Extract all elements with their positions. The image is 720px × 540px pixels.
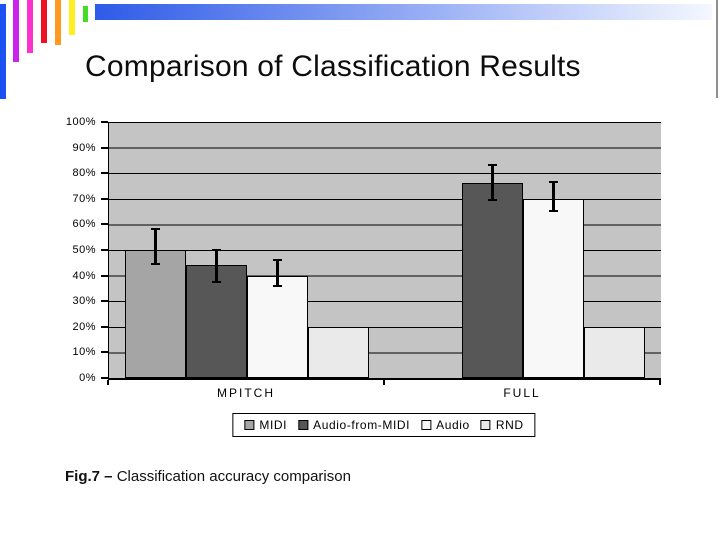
slide-title: Comparison of Classification Results: [85, 50, 581, 83]
bar-audio-full: [523, 198, 584, 378]
y-axis-tick-label: 90%: [72, 141, 96, 154]
y-axis-tick-label: 10%: [72, 346, 96, 359]
y-axis-tick-label: 20%: [72, 320, 96, 333]
y-axis-tick: [101, 172, 108, 175]
x-axis-tick: [107, 380, 109, 385]
legend-label: Audio: [436, 418, 470, 432]
legend-swatch: [421, 420, 432, 430]
decoration-right-rule: [716, 0, 718, 98]
legend-label: MIDI: [259, 418, 288, 432]
x-axis-category-label: MPITCH: [217, 386, 275, 400]
decoration-bar-purple: [13, 0, 19, 62]
y-axis-tick-label: 70%: [72, 192, 96, 205]
legend-swatch: [480, 420, 491, 430]
y-axis-tick: [101, 197, 108, 200]
y-axis-tick-label: 50%: [72, 244, 96, 256]
decoration-header-gradient-bar: [95, 4, 712, 20]
y-axis-tick-label: 30%: [72, 295, 96, 308]
bar-rnd-mpitch: [308, 326, 369, 378]
x-axis-category-label: FULL: [503, 386, 541, 400]
decoration-bar-yellow: [69, 0, 75, 35]
classification-results-chart: MIDI Audio-from-MIDI Audio RND 0% 10% 20% 30% 4…: [65, 116, 661, 437]
bar-midi-mpitch: [125, 250, 186, 378]
y-axis-tick: [101, 300, 108, 303]
decoration-bar-blue: [0, 4, 6, 99]
y-axis-tick-label: 80%: [72, 167, 96, 180]
y-axis-tick: [101, 223, 108, 226]
error-bar-audio-full: [549, 180, 558, 212]
error-bar-audio-mpitch: [273, 258, 282, 288]
legend-label: Audio-from-MIDI: [313, 418, 411, 432]
bar-rnd-full: [584, 326, 645, 378]
y-axis-tick-label: 60%: [72, 218, 96, 231]
figure-caption-text: Classification accuracy comparison: [116, 468, 351, 485]
error-bar-audio-from-midi-full: [488, 164, 497, 202]
decoration-bar-pink: [27, 0, 33, 53]
legend-item-rnd: RND: [480, 418, 524, 432]
legend-swatch: [298, 420, 309, 430]
slide-decoration: [0, 0, 720, 110]
decoration-bar-orange: [55, 0, 61, 45]
legend-label: RND: [495, 418, 524, 432]
decoration-bar-red: [41, 0, 47, 43]
y-axis-tick-label: 0%: [79, 372, 96, 384]
decoration-bar-green: [83, 6, 88, 22]
figure-caption: Fig.7 – Classification accuracy comparis…: [65, 468, 351, 485]
legend-swatch: [244, 420, 255, 430]
y-axis-tick: [101, 121, 108, 123]
y-axis-tick: [101, 325, 108, 328]
chart-plot-area: [108, 122, 661, 380]
y-axis-tick: [101, 274, 108, 277]
chart-legend: MIDI Audio-from-MIDI Audio RND: [232, 413, 536, 437]
bar-audio-from-midi-mpitch: [186, 265, 247, 378]
y-axis-tick: [101, 377, 108, 379]
y-axis-tick: [101, 146, 108, 149]
error-bar-midi-mpitch: [151, 228, 160, 266]
y-axis-tick-label: 100%: [65, 116, 96, 128]
legend-item-midi: MIDI: [244, 418, 287, 432]
y-axis-tick-label: 40%: [72, 269, 96, 282]
error-bar-audio-from-midi-mpitch: [212, 248, 221, 284]
y-axis-tick: [101, 249, 108, 251]
figure-caption-number: Fig.7 –: [65, 468, 113, 485]
bar-audio-from-midi-full: [462, 183, 523, 378]
legend-item-audio-from-midi: Audio-from-MIDI: [298, 418, 410, 432]
legend-item-audio: Audio: [421, 418, 470, 432]
x-axis-tick: [383, 380, 385, 385]
y-axis-tick: [101, 351, 108, 354]
x-axis-tick: [659, 380, 661, 385]
bar-audio-mpitch: [247, 275, 308, 378]
